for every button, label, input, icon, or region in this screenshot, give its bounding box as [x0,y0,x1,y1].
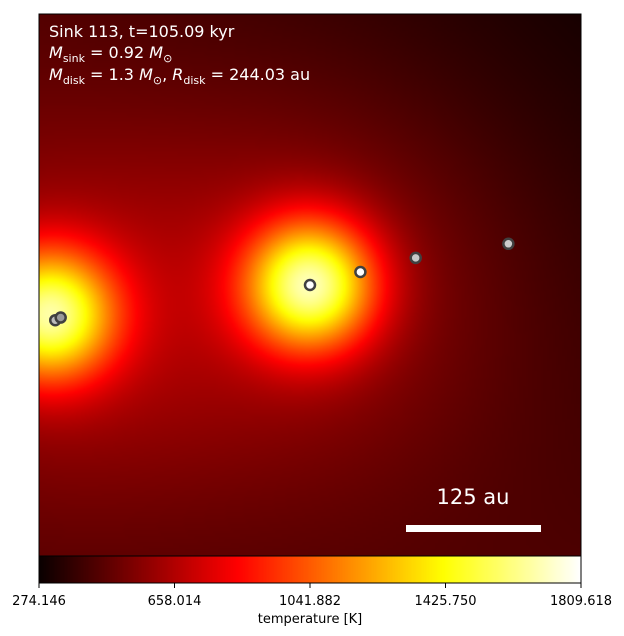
colorbar-tick-label: 1425.750 [414,594,476,609]
scalebar [406,525,541,532]
colorbar-tick-label: 658.014 [148,594,202,609]
colorbar-label: temperature [K] [258,612,363,627]
colorbar-ticks: 274.146 658.014 1041.882 1425.750 1809.618 [12,583,612,609]
sink-marker [409,251,422,265]
sink-time-label: Sink 113, t=105.09 kyr [49,22,235,41]
sink-marker [354,265,367,279]
sink-marker [502,237,515,251]
sink-marker [303,278,317,292]
disk-properties-label: Mdisk = 1.3 M⊙, Rdisk = 244.03 au [49,65,310,87]
sink-mass-label: Msink = 0.92 M⊙ [49,43,172,65]
sink-markers [49,237,515,327]
sink-marker [54,311,67,324]
colorbar-tick-label: 274.146 [12,594,66,609]
scalebar-label: 125 au [437,485,510,509]
colorbar-tick-label: 1809.618 [550,594,612,609]
colorbar-tick-label: 1041.882 [279,594,341,609]
colorbar [39,556,581,583]
